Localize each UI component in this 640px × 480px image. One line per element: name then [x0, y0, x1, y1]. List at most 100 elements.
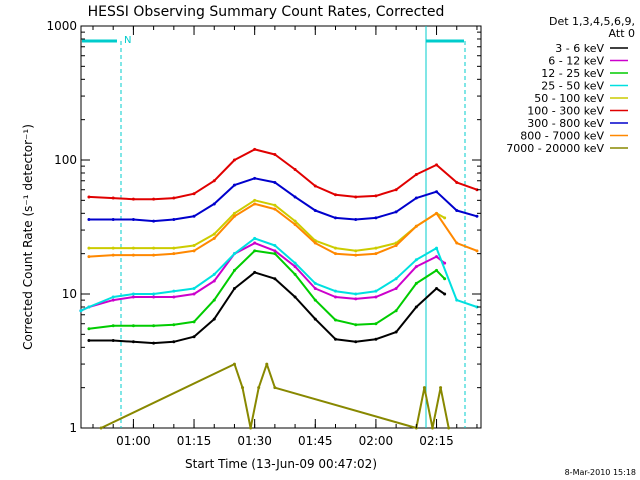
series-point-0 — [443, 292, 447, 296]
series-point-7 — [273, 207, 277, 211]
series-point-8 — [439, 386, 443, 390]
series-point-8 — [265, 362, 269, 366]
series-point-4 — [333, 246, 337, 250]
series-point-1 — [333, 295, 337, 299]
plot-frame — [80, 25, 482, 429]
series-point-5 — [313, 184, 317, 188]
series-point-5 — [111, 196, 115, 200]
series-point-1 — [394, 286, 398, 290]
legend-label-1: 6 - 12 keV — [548, 55, 604, 68]
series-point-4 — [192, 244, 196, 248]
series-point-8 — [422, 386, 426, 390]
series-point-6 — [192, 214, 196, 218]
series-point-0 — [435, 286, 439, 290]
series-point-4 — [443, 216, 447, 220]
series-point-8 — [241, 386, 245, 390]
series-point-6 — [253, 176, 257, 180]
series-point-2 — [192, 320, 196, 324]
series-point-5 — [152, 197, 156, 201]
x-tick-label: 02:15 — [419, 434, 454, 448]
series-point-6 — [435, 190, 439, 194]
series-point-0 — [232, 286, 236, 290]
series-point-3 — [354, 292, 358, 296]
series-point-8 — [430, 426, 434, 430]
series-point-7 — [152, 253, 156, 257]
x-tick-label: 01:00 — [116, 434, 151, 448]
axis-layer: 1 10 100 1000 01:00 01:15 01:30 01:45 02:00 02:15 — [46, 19, 481, 448]
series-point-3 — [192, 286, 196, 290]
series-point-3 — [111, 295, 115, 299]
x-tick-label: 01:45 — [298, 434, 333, 448]
series-line-3 — [80, 237, 478, 312]
series-point-7 — [414, 224, 418, 228]
legend-label-5: 100 - 300 keV — [527, 105, 604, 118]
series-point-6 — [87, 217, 91, 221]
x-tick-label: 01:30 — [237, 434, 272, 448]
series-line-7 — [88, 202, 478, 258]
series-point-2 — [414, 281, 418, 285]
series-point-5 — [253, 147, 257, 151]
series-point-7 — [172, 252, 176, 256]
series-point-2 — [333, 318, 337, 322]
series-point-5 — [232, 158, 236, 162]
series-point-6 — [313, 208, 317, 212]
x-tick-label: 02:00 — [359, 434, 394, 448]
series-point-3 — [313, 281, 317, 285]
series-point-2 — [212, 298, 216, 302]
series-point-0 — [172, 340, 176, 344]
series-point-8 — [273, 386, 277, 390]
series-point-7 — [374, 252, 378, 256]
series-point-5 — [293, 167, 297, 171]
series-line-5 — [88, 148, 478, 201]
annotation-night-label: N — [124, 35, 131, 46]
series-point-4 — [172, 246, 176, 250]
series-point-7 — [394, 244, 398, 248]
series-point-2 — [87, 327, 91, 331]
series-point-5 — [273, 152, 277, 156]
series-point-0 — [87, 338, 91, 342]
legend-label-4: 50 - 100 keV — [534, 92, 604, 105]
series-point-4 — [131, 246, 135, 250]
series-point-0 — [374, 337, 378, 341]
series-point-4 — [232, 211, 236, 215]
series-point-1 — [172, 295, 176, 299]
series-point-8 — [249, 426, 253, 430]
series-point-7 — [87, 255, 91, 259]
series-point-0 — [394, 330, 398, 334]
series-point-4 — [253, 198, 257, 202]
series-point-4 — [293, 219, 297, 223]
series-line-0 — [88, 271, 446, 345]
series-point-3 — [455, 298, 459, 302]
legend-label-0: 3 - 6 keV — [555, 42, 604, 55]
series-point-3 — [172, 289, 176, 293]
series-line-8 — [100, 363, 450, 429]
legend-label-8: 7000 - 20000 keV — [506, 142, 604, 155]
series-point-6 — [455, 208, 459, 212]
series-point-7 — [313, 241, 317, 245]
series-point-4 — [111, 246, 115, 250]
series-line-1 — [80, 242, 446, 312]
series-point-7 — [354, 253, 358, 257]
series-point-6 — [394, 210, 398, 214]
series-point-7 — [253, 202, 257, 206]
series-point-7 — [131, 253, 135, 257]
series-point-3 — [394, 277, 398, 281]
series-point-7 — [293, 223, 297, 227]
series-point-3 — [152, 292, 156, 296]
series-point-2 — [172, 323, 176, 327]
y-tick-label: 1000 — [46, 19, 77, 33]
series-point-3 — [253, 236, 257, 240]
series-point-2 — [232, 268, 236, 272]
series-point-6 — [354, 217, 358, 221]
series-point-0 — [253, 270, 257, 274]
series-point-0 — [354, 340, 358, 344]
series-point-3 — [273, 244, 277, 248]
series-point-7 — [111, 253, 115, 257]
series-point-8 — [447, 426, 451, 430]
series-point-5 — [192, 192, 196, 196]
series-point-3 — [475, 305, 479, 309]
series-point-0 — [212, 317, 216, 321]
series-point-4 — [87, 246, 91, 250]
